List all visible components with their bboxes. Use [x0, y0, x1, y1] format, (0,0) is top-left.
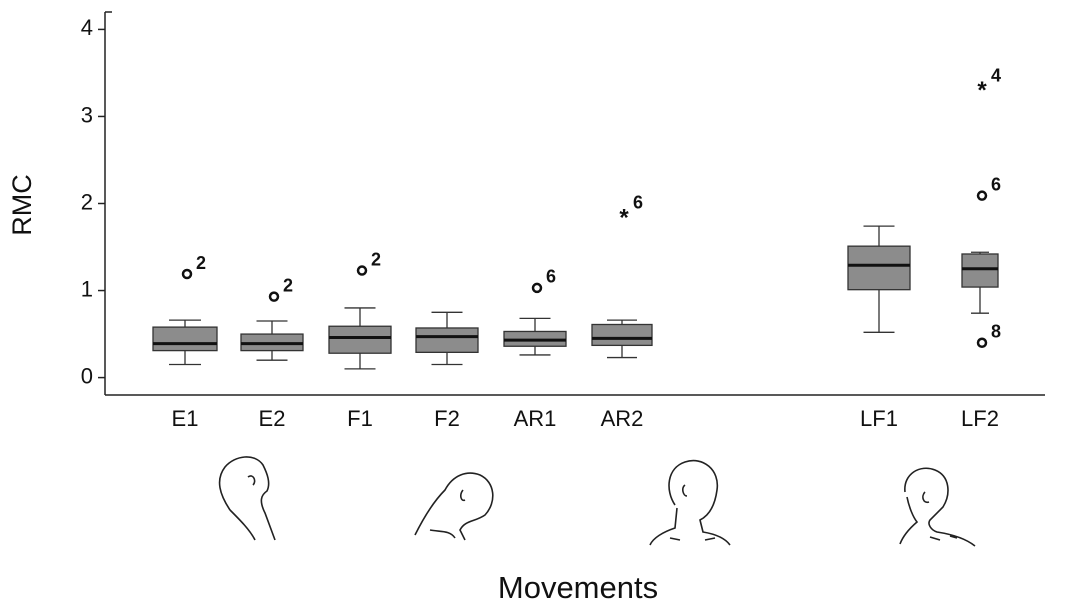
- y-tick-label: 2: [81, 189, 93, 214]
- head-extension: [218, 456, 276, 541]
- head-rotation: [649, 459, 731, 546]
- box: [328, 325, 392, 354]
- y-tick-label: 3: [81, 102, 93, 127]
- outlier: [531, 282, 543, 294]
- outlier-label: 6: [633, 193, 643, 213]
- box: [847, 245, 911, 291]
- outlier: [268, 291, 280, 302]
- x-tick-label: E2: [259, 406, 286, 431]
- outlier: [976, 190, 988, 201]
- x-tick-label: AR2: [601, 406, 644, 431]
- y-tick-label: 4: [81, 15, 93, 40]
- head-flexion: [414, 472, 494, 541]
- box: [961, 253, 999, 288]
- outlier-label: 4: [991, 66, 1001, 86]
- box: [415, 327, 479, 353]
- outlier: [356, 265, 368, 276]
- x-tick-label: F1: [347, 406, 373, 431]
- outlier-label: 8: [991, 322, 1001, 342]
- x-tick-label: F2: [434, 406, 460, 431]
- y-tick-label: 0: [81, 363, 93, 388]
- box: [591, 323, 653, 347]
- head-lateral-flexion: [899, 467, 976, 547]
- outlier: *: [619, 204, 629, 231]
- x-tick-label: AR1: [514, 406, 557, 431]
- outlier-label: 2: [371, 249, 381, 269]
- outlier: [976, 337, 988, 349]
- y-tick-label: 1: [81, 276, 93, 301]
- outlier-label: 2: [283, 275, 293, 295]
- y-axis-label: RMC: [7, 174, 37, 236]
- outlier-label: 6: [546, 267, 556, 287]
- outlier-label: 2: [196, 253, 206, 273]
- outlier: [181, 268, 193, 280]
- x-tick-label: E1: [172, 406, 199, 431]
- box: [152, 326, 218, 352]
- outlier: *: [977, 77, 987, 104]
- x-tick-label: LF1: [860, 406, 898, 431]
- x-tick-label: LF2: [961, 406, 999, 431]
- outlier-label: 6: [991, 174, 1001, 194]
- x-axis-label: Movements: [498, 570, 658, 605]
